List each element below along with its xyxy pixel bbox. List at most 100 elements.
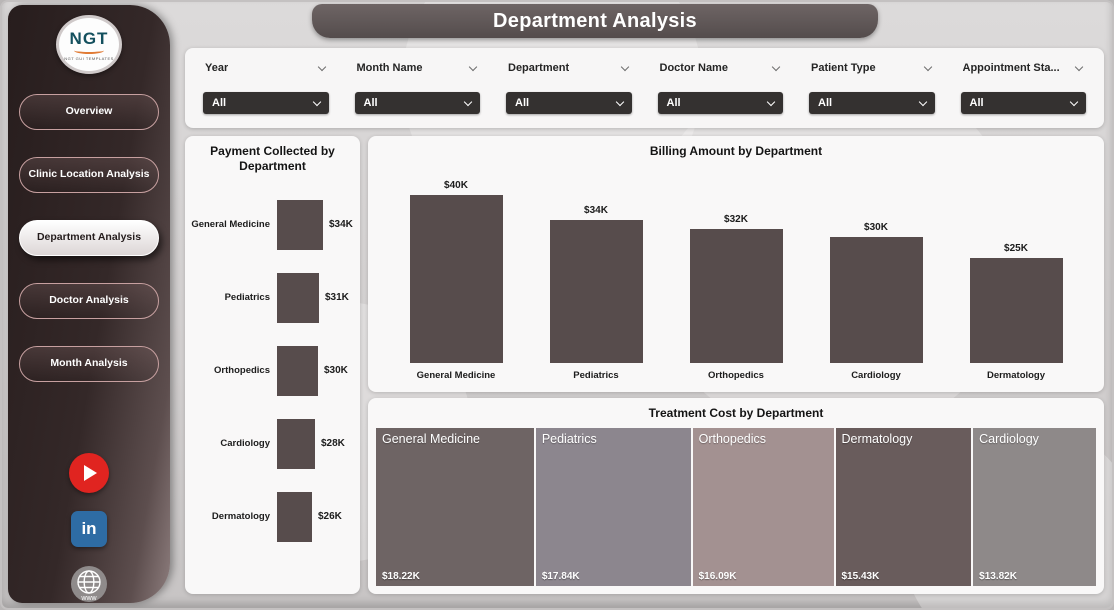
chart-title: Payment Collected by Department xyxy=(210,144,335,173)
chevron-down-icon xyxy=(463,97,473,107)
bar-dermatology[interactable] xyxy=(969,258,1063,363)
filter-label: Month Name xyxy=(356,62,423,74)
filter-value: All xyxy=(666,97,681,109)
bar-dermatology[interactable] xyxy=(277,491,312,542)
filter-doctor-name: Doctor Name All xyxy=(657,60,783,114)
linkedin-icon[interactable]: in xyxy=(71,511,107,547)
treemap-block-cardiology[interactable]: Cardiology $13.82K xyxy=(973,428,1096,586)
chevron-down-icon[interactable] xyxy=(771,62,781,72)
chevron-down-icon xyxy=(918,97,927,107)
value-label: $34K xyxy=(329,219,353,230)
bar-pediatrics[interactable] xyxy=(549,220,643,363)
chevron-down-icon xyxy=(1069,97,1079,107)
hbar-rows: General Medicine $34K Pediatrics $31K Or… xyxy=(185,188,360,553)
svg-text:www: www xyxy=(80,595,97,602)
sidebar-nav: Overview Clinic Location Analysis Depart… xyxy=(19,94,159,409)
filter-label: Patient Type xyxy=(811,62,876,74)
bar-cardiology[interactable] xyxy=(277,418,315,469)
treemap-value: $16.09K xyxy=(698,571,737,582)
treemap-block-dermatology[interactable]: Dermatology $15.43K xyxy=(835,428,972,586)
chevron-down-icon xyxy=(766,97,776,107)
value-label: $40K xyxy=(444,180,468,191)
chart-title: Treatment Cost by Department xyxy=(648,406,824,420)
filter-label: Appointment Sta... xyxy=(962,62,1060,74)
value-label: $34K xyxy=(584,205,608,216)
chevron-down-icon xyxy=(615,97,624,107)
logo-swoosh xyxy=(74,47,104,54)
bar-pediatrics[interactable] xyxy=(277,272,319,323)
treemap-block-pediatrics[interactable]: Pediatrics $17.84K xyxy=(535,428,691,586)
sidebar-item-label: Overview xyxy=(65,105,113,118)
chevron-down-icon[interactable] xyxy=(620,62,629,72)
filter-select-department[interactable]: All xyxy=(506,92,632,114)
bar-column: $40K General Medicine xyxy=(393,168,519,386)
filter-label: Department xyxy=(508,62,570,74)
chevron-down-icon[interactable] xyxy=(468,62,478,72)
filter-department: Department All xyxy=(506,60,632,114)
social-links: in www xyxy=(69,453,109,603)
filter-value: All xyxy=(515,97,530,109)
vbar-chart: $40K General Medicine $34K Pediatrics $3… xyxy=(386,168,1086,386)
filter-select-patient-type[interactable]: All xyxy=(809,92,935,114)
bar-cardiology[interactable] xyxy=(829,237,923,363)
filter-value: All xyxy=(212,97,227,109)
value-label: $28K xyxy=(321,438,345,449)
sidebar-item-department-analysis[interactable]: Department Analysis xyxy=(19,220,159,256)
page-title-banner: Department Analysis xyxy=(312,4,878,38)
sidebar-item-clinic-location-analysis[interactable]: Clinic Location Analysis xyxy=(19,157,159,193)
bar-orthopedics[interactable] xyxy=(277,345,318,396)
bar-column: $32K Orthopedics xyxy=(673,168,799,386)
category-label: Pediatrics xyxy=(573,369,619,381)
treemap-name: Pediatrics xyxy=(541,432,597,446)
filter-select-doctor-name[interactable]: All xyxy=(657,92,783,114)
filter-select-appointment-status[interactable]: All xyxy=(960,92,1086,114)
filter-label: Year xyxy=(205,62,229,74)
category-label: General Medicine xyxy=(416,369,496,381)
treemap-name: Dermatology xyxy=(841,432,913,446)
sidebar-item-label: Department Analysis xyxy=(36,231,142,244)
page-title: Department Analysis xyxy=(493,9,697,32)
play-icon xyxy=(84,465,97,481)
value-label: $30K xyxy=(324,365,348,376)
sidebar-item-month-analysis[interactable]: Month Analysis xyxy=(19,346,159,382)
value-label: $32K xyxy=(724,214,748,225)
chevron-down-icon[interactable] xyxy=(1074,62,1084,72)
treemap-block-orthopedics[interactable]: Orthopedics $16.09K xyxy=(692,428,834,586)
sidebar-item-doctor-analysis[interactable]: Doctor Analysis xyxy=(19,283,159,319)
sidebar-item-label: Month Analysis xyxy=(50,357,128,370)
value-label: $25K xyxy=(1004,243,1028,254)
value-label: $26K xyxy=(318,511,342,522)
chevron-down-icon[interactable] xyxy=(923,62,932,72)
treemap-block-general-medicine[interactable]: General Medicine $18.22K xyxy=(376,428,534,586)
sidebar-item-label: Clinic Location Analysis xyxy=(28,168,150,181)
bar-general-medicine[interactable] xyxy=(277,199,323,250)
filter-appointment-status: Appointment Sta... All xyxy=(960,60,1086,114)
filter-label: Doctor Name xyxy=(659,62,728,74)
bar-column: $25K Dermatology xyxy=(953,168,1079,386)
category-label: Cardiology xyxy=(851,369,901,381)
filter-select-month-name[interactable]: All xyxy=(354,92,480,114)
filter-bar: Year All Month Name All Department xyxy=(185,48,1104,128)
website-globe-icon[interactable]: www xyxy=(70,565,108,603)
treemap-name: Cardiology xyxy=(979,432,1039,446)
category-label: Pediatrics xyxy=(224,292,270,303)
chevron-down-icon[interactable] xyxy=(317,62,326,72)
treemap-blocks: General Medicine $18.22K Pediatrics $17.… xyxy=(376,428,1096,586)
filter-patient-type: Patient Type All xyxy=(809,60,935,114)
treatment-cost-treemap: Treatment Cost by Department General Med… xyxy=(368,398,1104,594)
youtube-icon[interactable] xyxy=(69,453,109,493)
filter-month-name: Month Name All xyxy=(354,60,480,114)
filter-value: All xyxy=(818,97,833,109)
filter-select-year[interactable]: All xyxy=(203,92,329,114)
bar-general-medicine[interactable] xyxy=(409,195,503,363)
category-label: Cardiology xyxy=(220,438,270,449)
logo-subtext: NGT GUI TEMPLATES xyxy=(64,55,114,61)
hbar-row: Dermatology $26K xyxy=(185,480,360,553)
category-label: Orthopedics xyxy=(708,369,764,381)
chart-title: Billing Amount by Department xyxy=(649,144,823,158)
bar-orthopedics[interactable] xyxy=(689,229,783,363)
sidebar-item-overview[interactable]: Overview xyxy=(19,94,159,130)
bar-column: $34K Pediatrics xyxy=(533,168,659,386)
category-label: Dermatology xyxy=(211,511,270,522)
hbar-row: Orthopedics $30K xyxy=(185,334,360,407)
